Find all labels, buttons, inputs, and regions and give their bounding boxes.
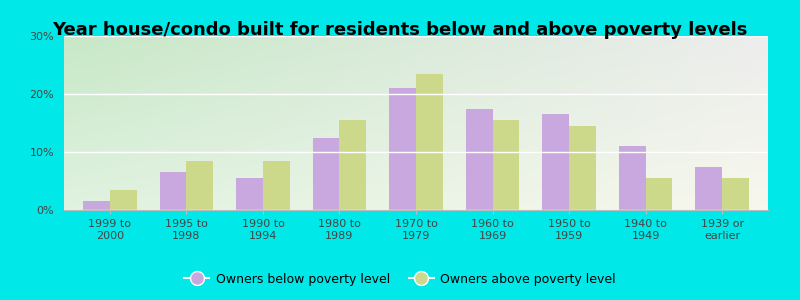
Bar	[493, 120, 519, 210]
Bar	[339, 120, 366, 210]
Bar	[569, 126, 596, 210]
Bar	[466, 109, 493, 210]
Bar	[236, 178, 263, 210]
Text: Year house/condo built for residents below and above poverty levels: Year house/condo built for residents bel…	[52, 21, 748, 39]
Bar	[542, 114, 569, 210]
Bar	[722, 178, 749, 210]
Bar	[695, 167, 722, 210]
Bar	[313, 137, 339, 210]
Bar	[618, 146, 646, 210]
Bar	[263, 161, 290, 210]
Bar	[186, 161, 214, 210]
Legend: Owners below poverty level, Owners above poverty level: Owners below poverty level, Owners above…	[179, 268, 621, 291]
Bar	[416, 74, 442, 210]
Bar	[83, 201, 110, 210]
Bar	[110, 190, 137, 210]
Bar	[646, 178, 672, 210]
Bar	[160, 172, 186, 210]
Bar	[390, 88, 416, 210]
